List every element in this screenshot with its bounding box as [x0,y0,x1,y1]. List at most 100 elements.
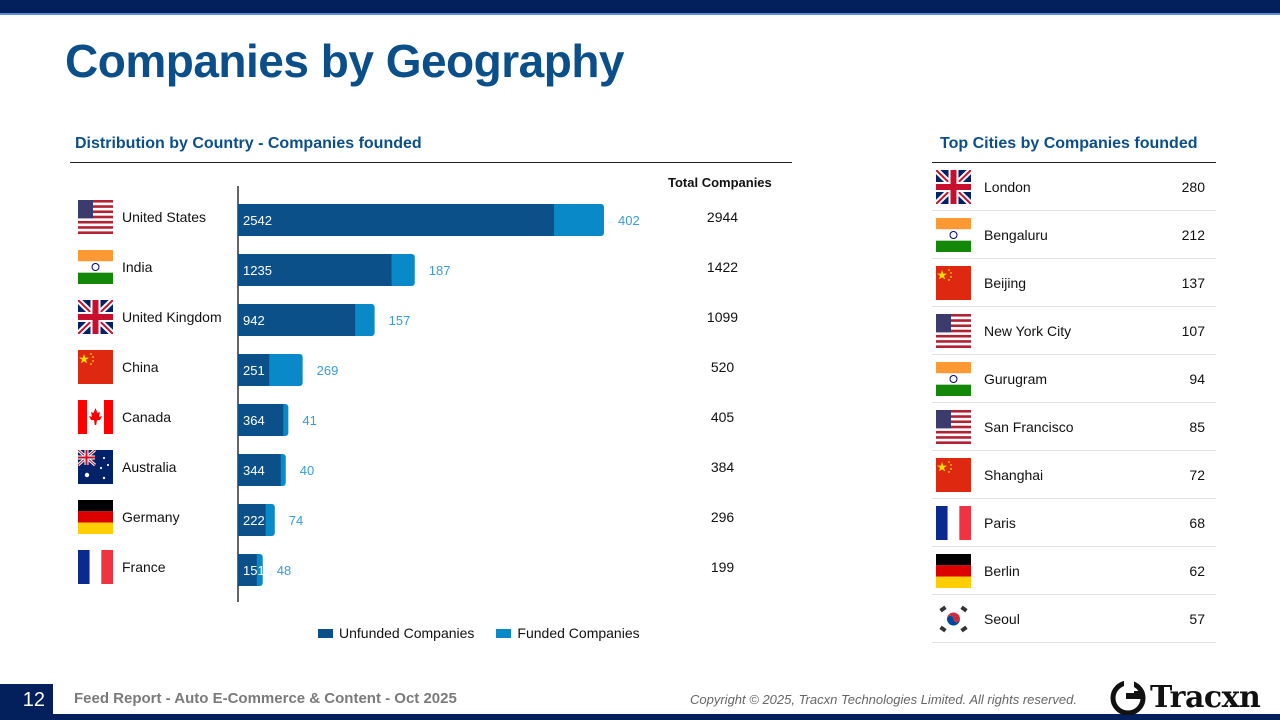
legend-swatch-funded [496,628,512,638]
country-chart-title: Distribution by Country - Companies foun… [75,135,422,152]
city-row: Berlin 62 [932,547,1216,595]
country-name: France [122,559,166,575]
city-name: Berlin [984,562,1020,579]
country-name: Germany [122,509,180,525]
city-row: San Francisco 85 [932,403,1216,451]
stacked-bar-chart: 2542 402 1235 187 942 157 251 269 364 41 344 40 222 7… [237,186,640,602]
footer-report-title: Feed Report - Auto E-Commerce & Content … [74,690,457,707]
city-name: Beijing [984,274,1027,291]
bar-unfunded [238,204,555,236]
page-number: 12 [0,684,53,720]
us-flag-icon [78,200,113,234]
bar-label-funded: 157 [389,313,411,328]
legend-label-funded: Funded Companies [517,625,640,641]
india-flag-icon [78,250,113,284]
bar-unfunded [238,454,281,486]
bar-label-unfunded: 364 [243,413,265,428]
country-name: China [122,359,159,375]
tracxn-logo-text: Tracxn [1150,680,1261,715]
country-row: Germany [78,500,180,534]
bar-label-unfunded: 151 [243,563,265,578]
city-count: 62 [1189,562,1205,579]
country-name: India [122,259,153,275]
country-total: 296 [710,509,735,525]
city-row: London 280 [932,163,1216,211]
city-row: Gurugram 94 [932,355,1216,403]
country-name: United States [122,209,207,225]
city-count: 72 [1189,466,1205,483]
bar-unfunded [238,554,257,586]
tracxn-logo-icon [1110,680,1146,715]
city-count: 94 [1189,370,1205,387]
uk-flag-icon [936,169,971,204]
city-count: 280 [1181,178,1205,195]
page-title: Companies by Geography [65,35,625,87]
bar-label-funded: 48 [277,563,291,578]
bar-label-funded: 402 [618,213,640,228]
country-row: United Kingdom [78,300,222,334]
city-name: London [984,178,1031,195]
bar-unfunded [238,304,356,336]
city-row: Seoul 57 [932,595,1216,643]
uk-flag-icon [78,300,113,334]
country-row: China [78,350,159,384]
city-name: Gurugram [984,370,1048,387]
china-flag-icon [936,457,971,492]
bar-label-unfunded: 251 [243,363,265,378]
city-row: Beijing 137 [932,259,1216,307]
country-total: 405 [710,409,735,425]
copyright-text: Copyright © 2025, Tracxn Technologies Li… [690,692,1078,707]
country-total: 2944 [706,209,739,225]
city-name: San Francisco [984,418,1074,435]
france-flag-icon [78,550,113,584]
germany-flag-icon [78,500,113,534]
country-row: India [78,250,152,284]
bar-label-funded: 187 [429,263,451,278]
india-flag-icon [936,217,971,252]
city-count: 85 [1189,418,1205,435]
tracxn-logo: Tracxn [1110,680,1261,715]
canada-flag-icon [78,400,113,434]
china-flag-icon [78,350,113,384]
india-flag-icon [936,361,971,396]
country-row: Canada [78,400,171,434]
city-name: New York City [984,322,1072,339]
city-row: Bengaluru 212 [932,211,1216,259]
bar-label-funded: 41 [302,413,316,428]
bar-label-funded: 40 [300,463,314,478]
country-row: France [78,550,166,584]
us-flag-icon [936,313,971,348]
top-nav-bar [0,0,1280,15]
chart-legend: Unfunded Companies Funded Companies [318,625,640,641]
city-name: Seoul [984,610,1020,627]
total-companies-header: Total Companies [668,175,772,190]
city-name: Bengaluru [984,226,1048,243]
china-flag-icon [936,265,971,300]
bar-unfunded [238,354,270,386]
city-row: Paris 68 [932,499,1216,547]
footer-bar [0,714,1280,720]
legend-label-unfunded: Unfunded Companies [339,625,475,641]
bar-label-unfunded: 344 [243,463,265,478]
bar-label-funded: 269 [317,363,339,378]
city-name: Paris [984,514,1016,531]
cities-divider [932,162,1216,163]
france-flag-icon [936,505,971,540]
country-row: United States [78,200,206,234]
city-count: 137 [1181,274,1205,291]
city-count: 57 [1189,610,1205,627]
country-name: United Kingdom [122,309,222,325]
cities-title: Top Cities by Companies founded [940,135,1198,152]
country-total: 1099 [706,309,739,325]
south-korea-flag-icon [936,601,971,636]
country-total: 520 [710,359,735,375]
city-row: Shanghai 72 [932,451,1216,499]
country-name: Canada [122,409,172,425]
bar-label-unfunded: 942 [243,313,265,328]
country-chart-divider [70,162,792,163]
bar-label-unfunded: 2542 [243,213,272,228]
city-count: 212 [1181,226,1205,243]
germany-flag-icon [936,553,971,588]
country-total: 384 [710,459,735,475]
city-count: 68 [1189,514,1205,531]
